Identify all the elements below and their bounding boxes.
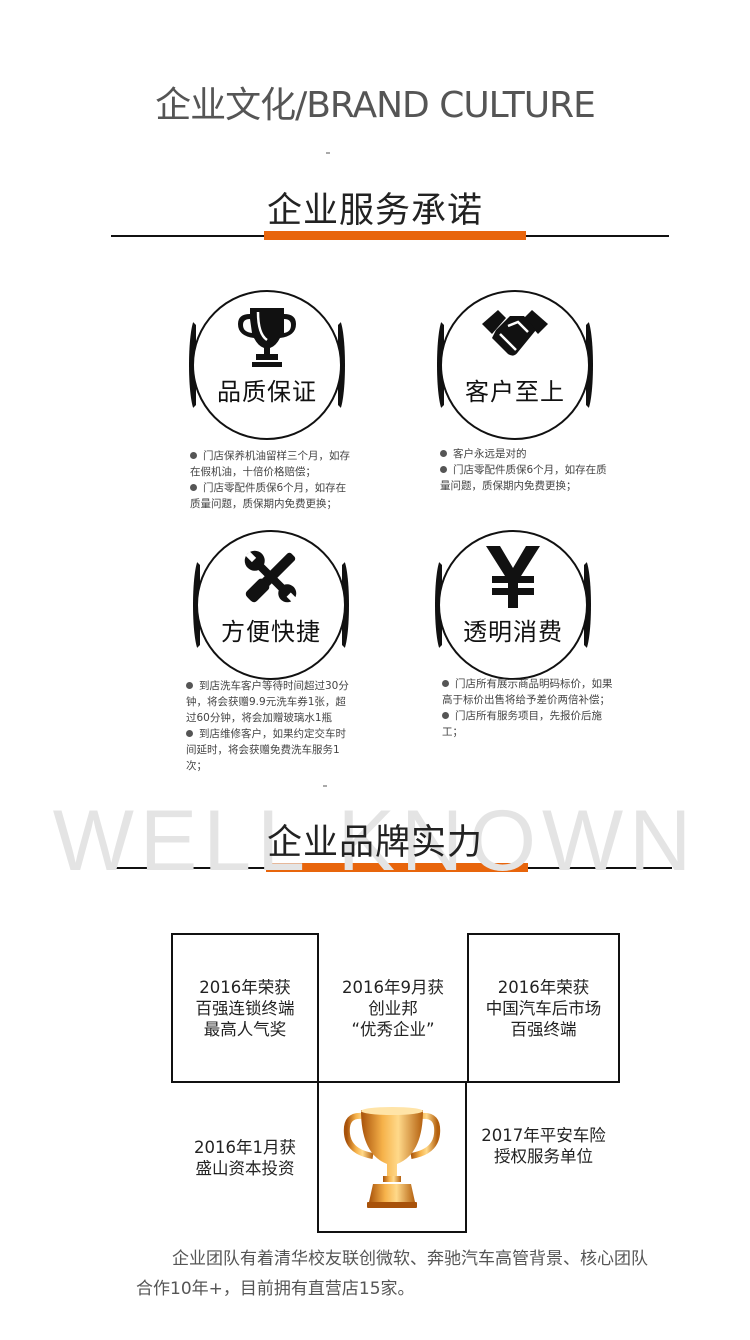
handshake-icon [482,310,548,356]
service-section-accent-bar [264,231,526,240]
divider-mark [326,152,330,154]
bullet-item: 客户永远是对的 [440,446,616,462]
bullet-dot [442,712,449,719]
bullet-item: 门店所有展示商品明码标价，如果高于标价出售将给予差价两倍补偿； [442,678,613,706]
brand-section-title: 企业品牌实力 [266,823,483,863]
award-cell: 2016年荣获 百强连锁终端 最高人气奖 [171,933,319,1083]
page-title: 企业文化/BRAND CULTURE [155,85,596,126]
tools-icon [244,550,298,604]
watermark-text: WELL KNOWN [52,793,698,889]
bullet-item: 门店零配件质保6个月，如存在质量问题，质保期内免费更换； [440,464,607,492]
award-cell: 2017年平安车险 授权服务单位 [481,1126,606,1166]
badge-label: 品质保证 [217,378,317,406]
badge-convenience: 方便快捷 [193,530,349,680]
badge-label: 客户至上 [465,378,565,406]
divider-mark [323,785,327,787]
customer-bullets: 客户永远是对的 门店零配件质保6个月，如存在质量问题，质保期内免费更换； [440,446,616,494]
badge-transparency: 透明消费 [435,530,591,680]
gold-trophy-icon [343,1107,441,1208]
badge-ring [196,530,346,680]
award-cell: 2016年1月获 盛山资本投资 [194,1138,296,1178]
yen-icon [486,546,540,608]
quality-bullets: 门店保养机油留样三个月，如存在假机油，十倍价格赔偿； 门店零配件质保6个月，如存… [190,448,352,512]
trophy-cell [317,1081,467,1233]
service-section-title: 企业服务承诺 [266,191,483,231]
bullet-dot [190,452,197,459]
badge-customer: 客户至上 [437,290,593,440]
bullet-dot [186,682,193,689]
transparency-bullets: 门店所有展示商品明码标价，如果高于标价出售将给予差价两倍补偿； 门店所有服务项目… [442,676,618,740]
badge-ring [440,290,590,440]
badge-quality: 品质保证 [189,290,345,440]
badge-label: 透明消费 [463,618,563,646]
bullet-dot [186,730,193,737]
bullet-dot [442,680,449,687]
company-intro-text: 企业团队有着清华校友联创微软、奔驰汽车高管背景、核心团队合作10年+，目前拥有直… [136,1249,648,1299]
bullet-item: 门店所有服务项目，先报价后施工； [442,710,602,738]
convenience-bullets: 到店洗车客户等待时间超过30分钟，将会获赠9.9元洗车券1张，超过60分钟，将会… [186,678,350,774]
trophy-icon [238,308,296,367]
brand-section-accent-bar [266,863,528,872]
bullet-dot [440,450,447,457]
bullet-dot [440,466,447,473]
award-cell: 2016年荣获 中国汽车后市场 百强终端 [467,933,620,1083]
bullet-item: 门店保养机油留样三个月，如存在假机油，十倍价格赔偿； [190,450,350,478]
bullet-item: 到店洗车客户等待时间超过30分钟，将会获赠9.9元洗车券1张，超过60分钟，将会… [186,680,349,724]
bullet-item: 到店维修客户，如果约定交车时间延时，将会获赠免费洗车服务1次； [186,728,346,772]
bullet-item: 门店零配件质保6个月，如存在质量问题，质保期内免费更换； [190,482,347,510]
bullet-dot [190,484,197,491]
badge-label: 方便快捷 [221,618,321,646]
award-cell: 2016年9月获 创业邦 “优秀企业” [342,977,444,1039]
